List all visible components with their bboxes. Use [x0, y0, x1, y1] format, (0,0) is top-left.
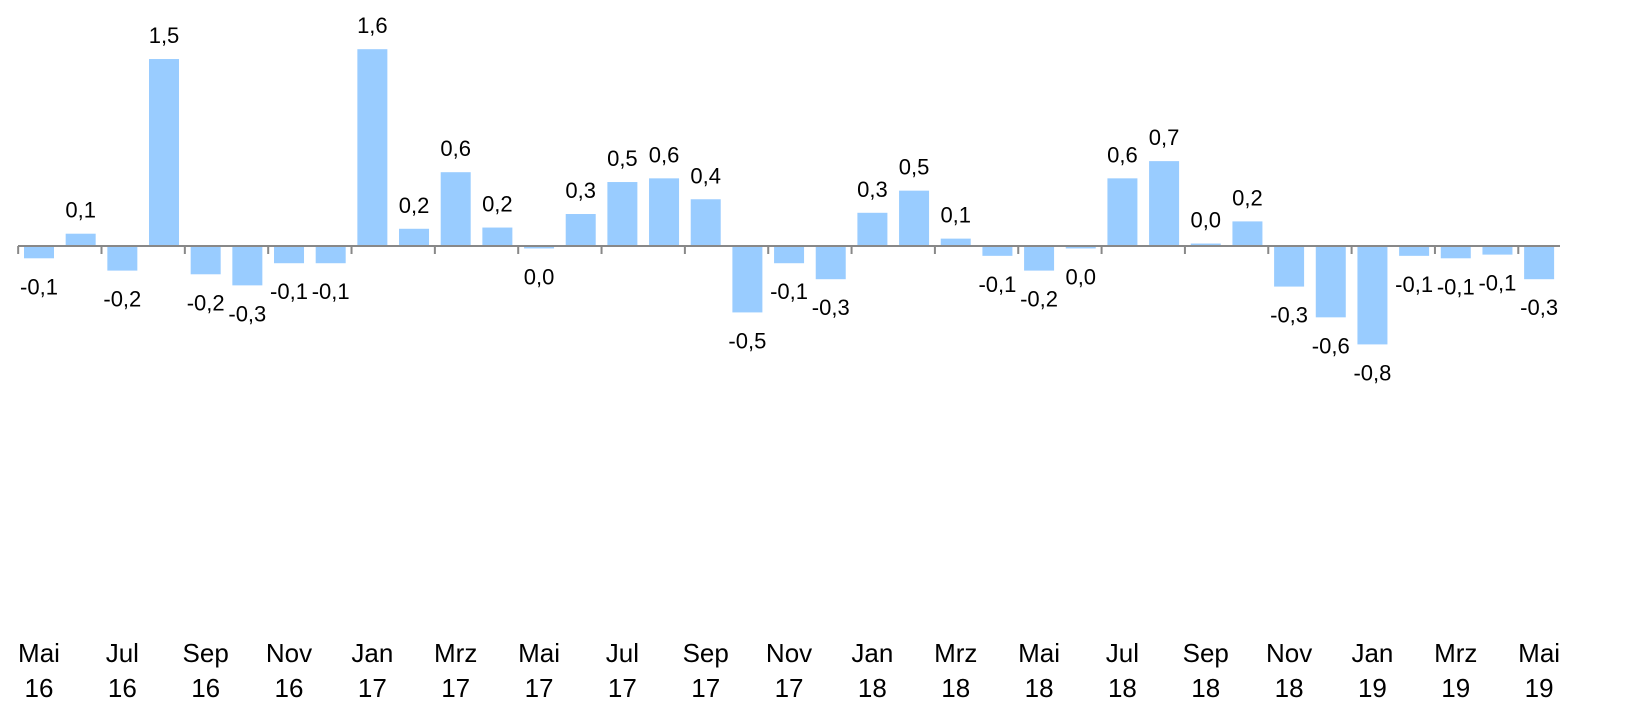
- value-label: 0,0: [1190, 208, 1221, 233]
- value-label: -0,1: [770, 279, 808, 304]
- bar: [982, 246, 1013, 256]
- bar: [815, 246, 846, 280]
- x-tick-label: Sep 16: [182, 638, 229, 703]
- value-label: -0,1: [1437, 274, 1475, 299]
- x-tick-label: Jul 17: [605, 638, 639, 703]
- value-label: -0,1: [312, 279, 350, 304]
- bar: [1149, 161, 1180, 246]
- value-label: -0,1: [1395, 272, 1433, 297]
- x-tick-label: Jan 17: [351, 638, 394, 703]
- bar: [274, 246, 305, 264]
- bar: [24, 246, 54, 259]
- x-tick-label: Mrz 17: [434, 638, 478, 703]
- bar: [1357, 246, 1388, 345]
- x-tick-label: Nov 18: [1265, 638, 1313, 703]
- x-tick-label: Mai 18: [1018, 638, 1061, 703]
- bar: [65, 233, 96, 246]
- bar: [607, 182, 638, 246]
- value-label: 0,1: [940, 203, 971, 228]
- x-tick-label: Nov 17: [765, 638, 813, 703]
- value-label: 0,2: [482, 192, 513, 217]
- x-tick-label: Nov 16: [265, 638, 313, 703]
- x-tick-label: Mai 17: [518, 638, 560, 703]
- bar: [857, 212, 888, 246]
- value-label: -0,1: [1478, 271, 1516, 296]
- x-tick-label: Jan 18: [851, 638, 894, 703]
- value-label: -0,3: [812, 295, 850, 320]
- value-label: 0,1: [65, 198, 96, 223]
- value-label: 0,3: [857, 177, 888, 202]
- x-tick-label: Jan 19: [1351, 638, 1394, 703]
- x-tick-label: Sep 18: [1182, 638, 1229, 703]
- value-label: 0,5: [607, 146, 638, 171]
- bar: [1524, 246, 1555, 280]
- bar: [482, 227, 513, 246]
- value-label: 0,4: [690, 163, 721, 188]
- value-label: 0,6: [649, 142, 680, 167]
- value-label: -0,1: [978, 272, 1016, 297]
- x-tick-label: Mai 16: [18, 638, 60, 703]
- value-label: -0,1: [20, 274, 58, 299]
- bar: [1024, 246, 1055, 271]
- bar: [1232, 221, 1263, 246]
- value-label: -0,2: [103, 287, 141, 312]
- bar: [524, 246, 555, 249]
- bar: [649, 178, 680, 246]
- x-tick-label: Jul 16: [105, 638, 139, 703]
- bar: [1274, 246, 1305, 287]
- x-tick-label: Mai 19: [1518, 638, 1561, 703]
- value-label: -0,3: [228, 301, 266, 326]
- bar: [315, 246, 346, 264]
- value-label: 1,6: [357, 13, 388, 38]
- bar: [190, 246, 221, 275]
- value-label: 0,0: [524, 264, 555, 289]
- bar: [565, 214, 596, 246]
- bar: [1107, 178, 1138, 246]
- bar: [399, 228, 430, 246]
- x-tick-label: Sep 17: [682, 638, 729, 703]
- value-label: -0,6: [1312, 333, 1350, 358]
- value-label: 0,3: [565, 178, 596, 203]
- value-label: 0,7: [1149, 125, 1180, 150]
- bar: [1399, 246, 1430, 256]
- value-label: -0,3: [1520, 295, 1558, 320]
- bar: [1315, 246, 1346, 318]
- bar: [774, 246, 805, 264]
- bar: [1065, 246, 1096, 249]
- x-tick-label: Mrz 18: [934, 638, 978, 703]
- bar: [732, 246, 763, 313]
- value-label: 0,5: [899, 155, 930, 180]
- bar: [149, 59, 180, 246]
- bar: [357, 49, 388, 247]
- value-label: 1,5: [149, 23, 180, 48]
- bar: [1482, 246, 1513, 255]
- bar: [1190, 243, 1221, 246]
- bar: [940, 238, 971, 246]
- value-label: 0,2: [399, 193, 430, 218]
- x-tick-label: Jul 18: [1105, 638, 1140, 703]
- value-label: -0,8: [1353, 360, 1391, 385]
- value-label: 0,6: [440, 136, 471, 161]
- bar: [107, 246, 138, 271]
- x-tick-label: Mrz 19: [1434, 638, 1478, 703]
- value-label: -0,1: [270, 279, 308, 304]
- value-label: -0,2: [187, 290, 225, 315]
- bar: [440, 172, 471, 246]
- bar: [690, 199, 721, 246]
- bar: [232, 246, 263, 286]
- bar: [899, 190, 930, 246]
- value-label: -0,3: [1270, 303, 1308, 328]
- value-label: 0,2: [1232, 185, 1263, 210]
- value-label: -0,2: [1020, 287, 1058, 312]
- value-label: 0,0: [1065, 264, 1096, 289]
- value-label: 0,6: [1107, 142, 1138, 167]
- bar: [1440, 246, 1471, 259]
- value-label: -0,5: [728, 328, 766, 353]
